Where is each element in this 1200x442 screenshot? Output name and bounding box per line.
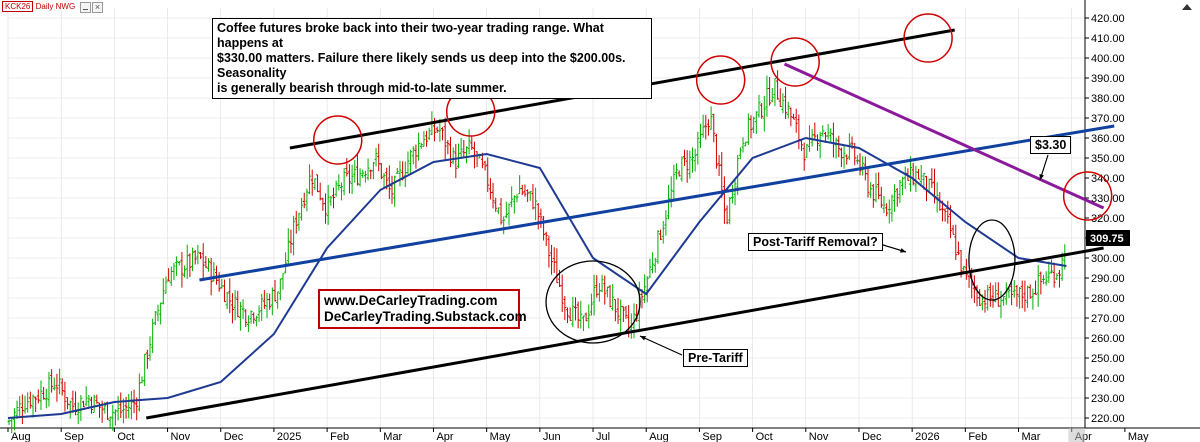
x-tick-label: Sep xyxy=(64,431,84,442)
close-icon: × xyxy=(94,2,101,12)
x-tick-label: Feb xyxy=(968,431,987,442)
x-tick-label: Dec xyxy=(862,431,882,442)
pre-tariff-arrow xyxy=(639,335,683,356)
symbol-tag[interactable]: KCK26 Daily NWG xyxy=(2,1,76,12)
y-tick-label: 320.00 xyxy=(1091,213,1125,225)
highlight-circle xyxy=(903,13,953,63)
branding-substack: DeCarleyTrading.Substack.com xyxy=(324,309,527,324)
pre-tariff-label: Pre-Tariff xyxy=(683,349,748,367)
x-tick-label: Aug xyxy=(11,431,31,442)
x-tick-label: Aug xyxy=(649,431,669,442)
x-tick-label: 2026 xyxy=(915,431,939,442)
x-tick-label: 2025 xyxy=(277,431,301,442)
ellipse-post-tariff-zone xyxy=(968,219,1016,301)
x-tick-label: Jul xyxy=(596,431,610,442)
trendline-channel-bottom xyxy=(146,246,1104,420)
y-tick-label: 390.00 xyxy=(1091,73,1125,85)
y-tick-label: 270.00 xyxy=(1091,313,1125,325)
annotation-line: $330.00 matters. Failure there likely se… xyxy=(217,51,626,80)
branding-website: www.DeCarleyTrading.com xyxy=(324,293,498,308)
x-tick-label: Nov xyxy=(809,431,829,442)
x-tick-label: Oct xyxy=(756,431,773,442)
highlight-circle xyxy=(770,37,820,87)
x-tick-label: Mar xyxy=(383,431,402,442)
y-tick-label: 240.00 xyxy=(1091,373,1125,385)
y-tick-label: 380.00 xyxy=(1091,93,1125,105)
trendline-channel-mid xyxy=(199,124,1115,282)
annotation-note: Coffee futures broke back into their two… xyxy=(212,18,652,99)
last-price-badge xyxy=(1086,230,1130,246)
y-tick-label: 300.00 xyxy=(1091,253,1125,265)
pre-tariff-arrow-head xyxy=(640,336,646,341)
x-tick-label: May xyxy=(490,431,511,442)
y-tick-label: 330.00 xyxy=(1091,193,1125,205)
trendline-downtrend xyxy=(783,62,1105,210)
y-tick-label: 340.00 xyxy=(1091,173,1125,185)
y-tick-label: 220.00 xyxy=(1091,413,1125,425)
x-tick-label: Oct xyxy=(117,431,134,442)
y-tick-label: 260.00 xyxy=(1091,333,1125,345)
post-tariff-arrow-head xyxy=(900,248,906,253)
branding-box: www.DeCarleyTrading.com DeCarleyTrading.… xyxy=(318,289,527,329)
y-tick-label: 280.00 xyxy=(1091,293,1125,305)
y-tick-label: 420.00 xyxy=(1091,13,1125,25)
minimize-icon xyxy=(83,9,88,10)
minimize-button[interactable] xyxy=(80,2,91,13)
x-tick-label: Dec xyxy=(224,431,244,442)
y-tick-label: 230.00 xyxy=(1091,393,1125,405)
y-tick-label: 250.00 xyxy=(1091,353,1125,365)
annotation-line: Coffee futures broke back into their two… xyxy=(217,21,604,50)
y-tick-label: 290.00 xyxy=(1091,273,1125,285)
close-button[interactable]: × xyxy=(92,2,103,13)
tag-label: NWG xyxy=(55,2,76,11)
x-tick-label: Sep xyxy=(702,431,722,442)
ellipse-pre-tariff-zone xyxy=(545,260,641,344)
x-tick-label: Nov xyxy=(171,431,191,442)
x-tick-label: Apr xyxy=(436,431,453,442)
y-tick-label: 350.00 xyxy=(1091,153,1125,165)
moving-average-line xyxy=(7,136,1067,419)
y-tick-label: 370.00 xyxy=(1091,113,1125,125)
x-tick-label: May xyxy=(1128,431,1149,442)
future-zone xyxy=(1068,428,1085,442)
y-tick-label: 410.00 xyxy=(1091,33,1125,45)
scroll-up-icon[interactable] xyxy=(1182,4,1192,10)
ticker-label: KCK26 xyxy=(2,1,34,12)
annotation-line: is generally bearish through mid-to-late… xyxy=(217,81,507,95)
price-target-label: $3.30 xyxy=(1030,136,1072,154)
x-tick-label: Feb xyxy=(330,431,349,442)
last-price-label: 309.75 xyxy=(1090,233,1124,245)
period-label: Daily xyxy=(35,2,54,11)
highlight-circle xyxy=(1062,171,1113,221)
x-tick-label: Jun xyxy=(543,431,561,442)
y-tick-label: 360.00 xyxy=(1091,133,1125,145)
price-target-arrow-head xyxy=(1039,174,1044,180)
post-tariff-label: Post-Tariff Removal? xyxy=(748,233,883,251)
y-tick-label: 400.00 xyxy=(1091,53,1125,65)
highlight-circle xyxy=(695,55,746,105)
highlight-circle xyxy=(312,115,363,165)
x-tick-label: Mar xyxy=(1022,431,1041,442)
